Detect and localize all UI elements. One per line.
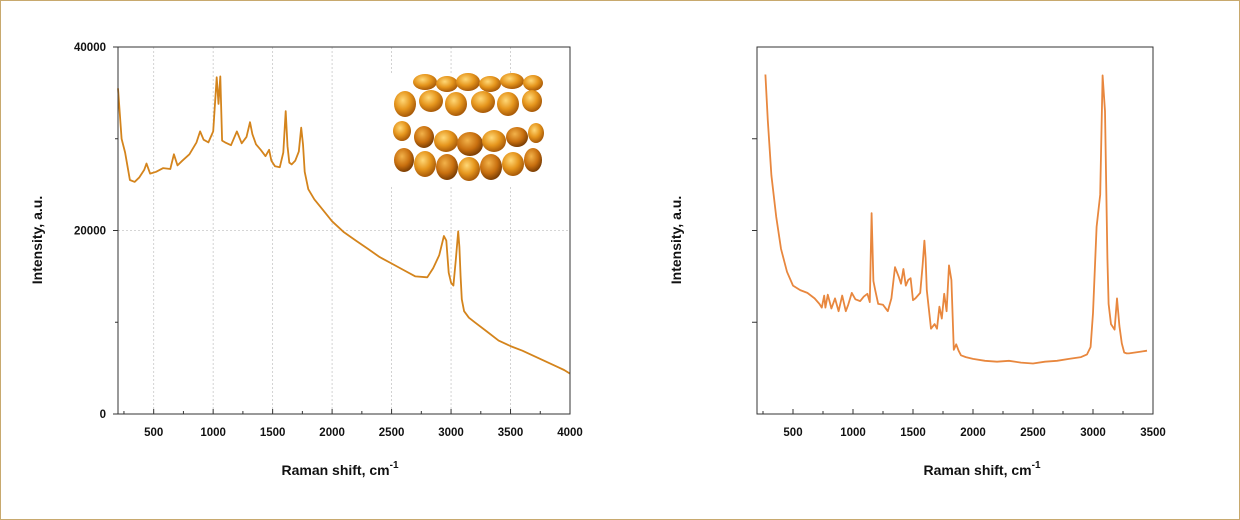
x-tick-label: 2500 bbox=[1020, 427, 1046, 439]
x-tick-label: 1000 bbox=[840, 427, 866, 439]
chart-right: 500 1000 1500 2000 2500 3000 3500 Raman shift,… bbox=[668, 46, 1166, 478]
series-line bbox=[117, 75, 571, 375]
series-right bbox=[764, 74, 1148, 365]
x-tick-label: 3000 bbox=[438, 427, 464, 439]
x-tick-label: 1500 bbox=[900, 427, 926, 439]
y-tick-label: 20000 bbox=[74, 226, 106, 238]
x-axis-title-right: Raman shift, cm-1 bbox=[923, 460, 1040, 478]
series-line bbox=[764, 74, 1148, 365]
plot-frame bbox=[756, 46, 1154, 415]
x-axis-title-left: Raman shift, cm-1 bbox=[281, 460, 398, 478]
amber-beads-photo bbox=[390, 73, 544, 187]
chart-left: 500 1000 1500 2000 2500 3000 3500 4000 0 20000 40… bbox=[29, 42, 583, 478]
x-tick-label: 2000 bbox=[319, 427, 345, 439]
x-tick-label: 3500 bbox=[1140, 427, 1166, 439]
axes-right bbox=[756, 46, 1154, 415]
x-tick-label: 4000 bbox=[557, 427, 583, 439]
x-tick-label: 500 bbox=[783, 427, 802, 439]
x-tick-label: 3000 bbox=[1080, 427, 1106, 439]
x-ticks-right: 500 1000 1500 2000 2500 3000 3500 bbox=[762, 409, 1166, 439]
x-tick-label: 500 bbox=[144, 427, 163, 439]
y-ticks-left: 0 20000 40000 bbox=[74, 42, 118, 421]
x-tick-label: 2500 bbox=[379, 427, 405, 439]
series-left bbox=[117, 75, 571, 375]
y-tick-label: 40000 bbox=[74, 42, 106, 54]
x-tick-label: 3500 bbox=[498, 427, 524, 439]
x-tick-label: 2000 bbox=[960, 427, 986, 439]
y-ticks-right bbox=[752, 138, 757, 323]
x-ticks-left: 500 1000 1500 2000 2500 3000 3500 4000 bbox=[123, 409, 583, 439]
y-axis-title-left: Intensity, a.u. bbox=[29, 196, 45, 284]
y-tick-label: 0 bbox=[100, 409, 106, 421]
y-axis-title-right: Intensity, a.u. bbox=[668, 196, 684, 284]
x-tick-label: 1500 bbox=[260, 427, 286, 439]
x-tick-label: 1000 bbox=[200, 427, 226, 439]
